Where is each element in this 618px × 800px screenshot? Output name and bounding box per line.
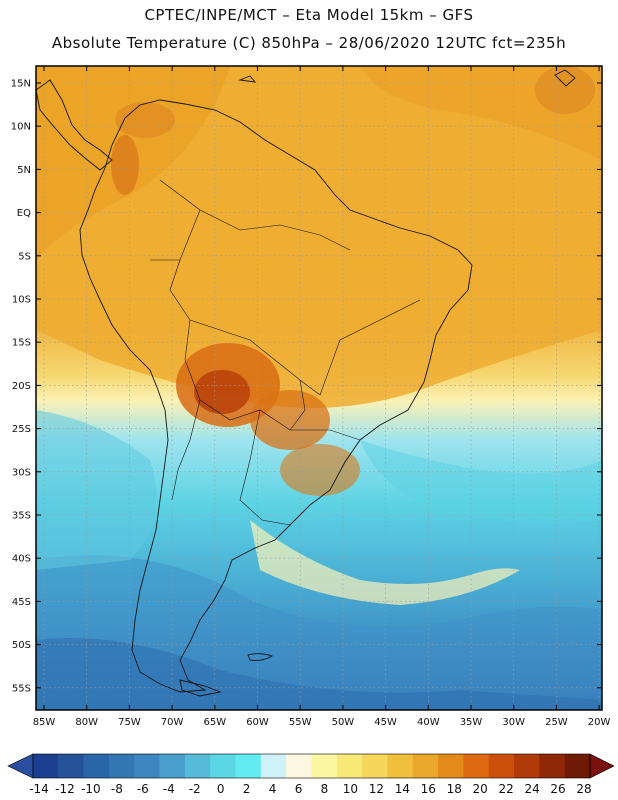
lat-label: 30S	[12, 467, 31, 478]
colorbar-swatch	[58, 754, 84, 778]
lat-label: 5N	[17, 165, 31, 176]
lon-label: 65W	[203, 717, 226, 728]
lat-label: 10N	[11, 122, 31, 133]
colorbar-outline	[32, 753, 591, 779]
colorbar-swatch	[412, 754, 439, 778]
lat-label: EQ	[17, 208, 31, 219]
lat-label: 35S	[12, 511, 31, 522]
island-falklands	[247, 653, 274, 661]
colorbar-label: 26	[550, 782, 565, 796]
lat-label: 15N	[11, 79, 31, 90]
lat-label: 15S	[12, 338, 31, 349]
colorbar-under-arrow	[7, 753, 34, 779]
lon-label: 50W	[332, 717, 355, 728]
lon-label: 70W	[161, 717, 184, 728]
colorbar-swatch	[33, 754, 59, 778]
caribbean-islands	[238, 69, 576, 87]
colorbar-swatch	[564, 754, 591, 778]
colorbar: -14 -12 -10 -8 -6 -4 -2 0 2 4 6 8 10 12 14 16 18 20 22 24 26…	[7, 753, 615, 796]
colorbar-swatch	[286, 754, 312, 778]
colorbar-swatch	[235, 754, 262, 778]
lat-label: 10S	[12, 295, 31, 306]
colorbar-label: -10	[81, 782, 101, 796]
colorbar-swatch	[83, 754, 110, 778]
lat-label: 5S	[18, 251, 31, 262]
colorbar-swatch	[438, 754, 464, 778]
colorbar-label: -2	[189, 782, 201, 796]
colorbar-swatch	[463, 754, 490, 778]
lat-label: 20S	[12, 381, 31, 392]
colorbar-over-arrow	[589, 753, 615, 779]
colorbar-label: 16	[421, 782, 436, 796]
longitude-axis: 85W 80W 75W 70W 65W 60W 55W 50W 45W 40W 35W 30W 25W 2…	[33, 66, 611, 728]
colorbar-label: 6	[295, 782, 303, 796]
colorbar-swatch	[387, 754, 414, 778]
colorbar-swatch	[260, 754, 287, 778]
colorbar-label: -6	[137, 782, 149, 796]
colorbar-swatch	[108, 754, 135, 778]
colorbar-label: 12	[369, 782, 384, 796]
lon-label: 85W	[33, 717, 56, 728]
lat-label: 40S	[12, 554, 31, 565]
lon-label: 30W	[502, 717, 525, 728]
colorbar-label: 10	[343, 782, 358, 796]
colorbar-swatch	[184, 754, 211, 778]
colorbar-swatch	[134, 754, 160, 778]
colorbar-swatch	[488, 754, 515, 778]
lon-label: 80W	[75, 717, 98, 728]
latitude-axis: 15N 10N 5N EQ 5S 10S 15S 20S 25S 30S 35S 40S 45S 50S 5…	[11, 79, 602, 694]
title-line-2: Absolute Temperature (C) 850hPa – 28/06/…	[51, 34, 567, 52]
lon-label: 55W	[289, 717, 312, 728]
lat-label: 50S	[12, 640, 31, 651]
lon-label: 75W	[118, 717, 141, 728]
lon-label: 45W	[374, 717, 397, 728]
colorbar-label: 0	[217, 782, 225, 796]
lon-label: 60W	[246, 717, 269, 728]
title-line-1: CPTEC/INPE/MCT – Eta Model 15km – GFS	[144, 6, 474, 24]
lat-label: 25S	[12, 424, 31, 435]
colorbar-label: 22	[499, 782, 514, 796]
colorbar-label: 20	[473, 782, 488, 796]
colorbar-swatch	[311, 754, 338, 778]
country-borders	[150, 179, 421, 526]
colorbar-label: -12	[55, 782, 75, 796]
lon-label: 40W	[417, 717, 440, 728]
colorbar-label: -4	[163, 782, 175, 796]
colorbar-swatch	[539, 754, 565, 778]
island-tierra-del-fuego	[179, 679, 222, 697]
colorbar-swatch	[336, 754, 363, 778]
colorbar-swatch	[159, 754, 186, 778]
lat-label: 55S	[12, 683, 31, 694]
colorbar-swatch	[362, 754, 388, 778]
colorbar-label: 24	[524, 782, 539, 796]
lon-label: 25W	[545, 717, 568, 728]
coastlines	[36, 69, 576, 697]
colorbar-label: 4	[269, 782, 277, 796]
colorbar-label: 8	[321, 782, 329, 796]
colorbar-label: -8	[111, 782, 123, 796]
colorbar-swatch	[514, 754, 540, 778]
colorbar-label: 2	[243, 782, 251, 796]
south-america-coastline	[79, 99, 473, 693]
lon-label: 20W	[588, 717, 611, 728]
graticule	[36, 66, 602, 710]
central-america-coastline	[36, 79, 113, 171]
colorbar-label: 28	[576, 782, 591, 796]
colorbar-swatch	[210, 754, 236, 778]
temperature-field	[36, 66, 602, 710]
colorbar-label: 18	[447, 782, 462, 796]
map-frame	[35, 65, 603, 711]
lon-label: 35W	[460, 717, 483, 728]
lat-label: 45S	[12, 597, 31, 608]
colorbar-label: 14	[395, 782, 410, 796]
colorbar-label: -14	[29, 782, 49, 796]
